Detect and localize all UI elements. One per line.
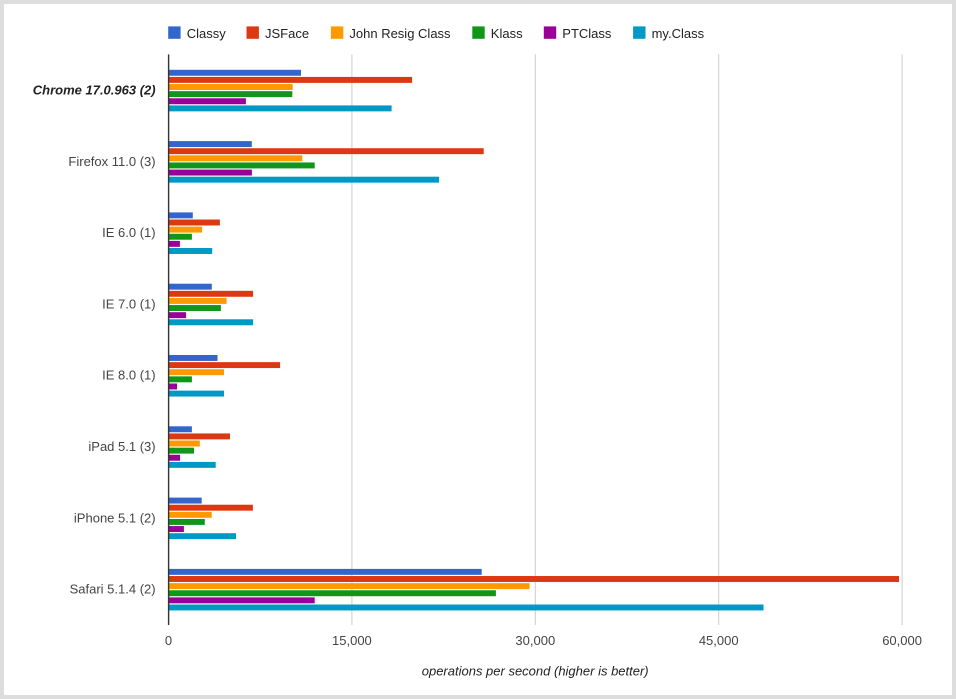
svg-text:15,000: 15,000 <box>332 633 372 648</box>
svg-text:IE 7.0 (1): IE 7.0 (1) <box>102 296 155 311</box>
svg-text:0: 0 <box>165 633 172 648</box>
svg-text:my.Class: my.Class <box>652 26 705 41</box>
svg-text:Klass: Klass <box>491 26 523 41</box>
svg-text:John Resig Class: John Resig Class <box>349 26 451 41</box>
svg-text:IE 8.0 (1): IE 8.0 (1) <box>102 368 155 383</box>
svg-text:Classy: Classy <box>187 26 227 41</box>
svg-text:iPhone 5.1 (2): iPhone 5.1 (2) <box>74 510 156 525</box>
svg-text:PTClass: PTClass <box>562 26 612 41</box>
svg-text:iPad 5.1 (3): iPad 5.1 (3) <box>88 439 155 454</box>
svg-text:JSFace: JSFace <box>265 26 309 41</box>
svg-text:IE 6.0 (1): IE 6.0 (1) <box>102 225 155 240</box>
svg-text:Firefox 11.0 (3): Firefox 11.0 (3) <box>68 154 155 169</box>
svg-text:45,000: 45,000 <box>699 633 739 648</box>
svg-text:30,000: 30,000 <box>515 633 555 648</box>
svg-text:60,000: 60,000 <box>882 633 922 648</box>
svg-text:Chrome 17.0.963 (2): Chrome 17.0.963 (2) <box>33 83 156 98</box>
svg-text:Safari 5.1.4 (2): Safari 5.1.4 (2) <box>70 582 156 597</box>
svg-text:operations per second (higher: operations per second (higher is better) <box>422 664 649 679</box>
